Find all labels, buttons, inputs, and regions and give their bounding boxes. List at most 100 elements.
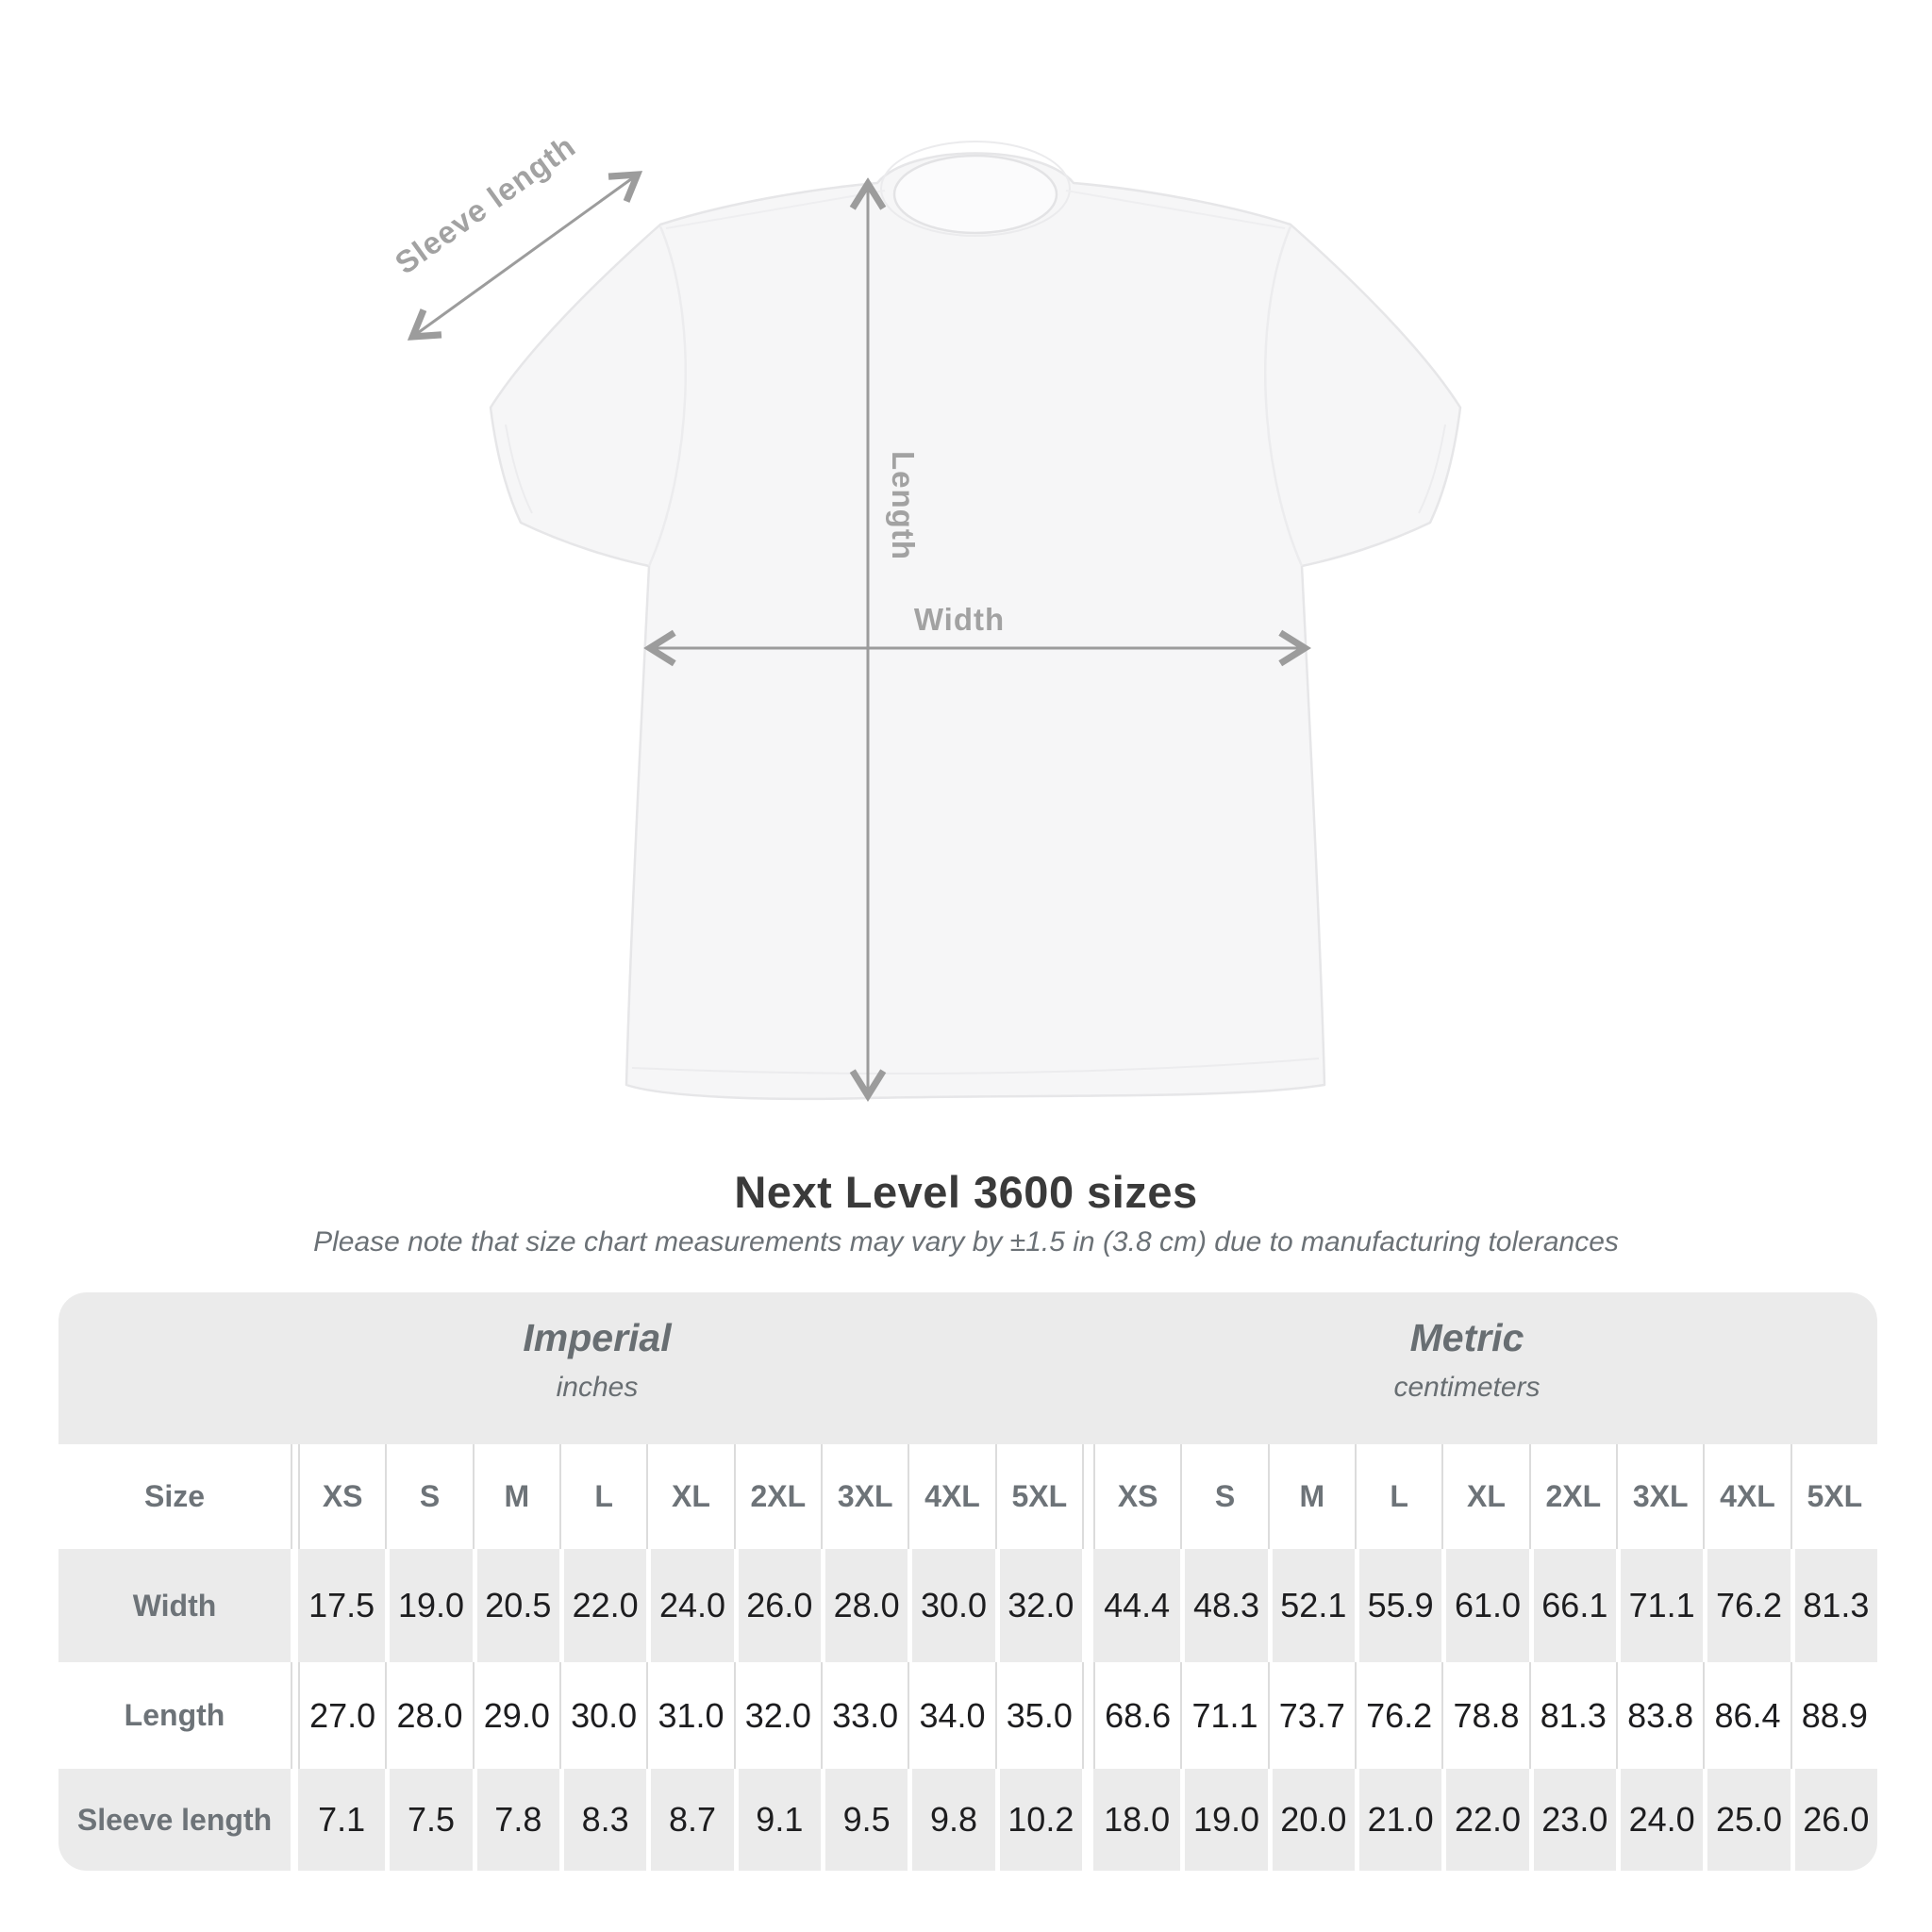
table-cell: 26.0 (733, 1549, 821, 1662)
column-header: 2XL (733, 1444, 821, 1549)
unit-group-metric: Metric centimeters (1393, 1315, 1540, 1404)
row-label-width: Width (58, 1549, 291, 1662)
table-cell: 68.6 (1093, 1662, 1180, 1769)
table-cell: 35.0 (994, 1662, 1082, 1769)
group-gap (291, 1662, 298, 1769)
table-cell: 86.4 (1703, 1662, 1790, 1769)
left-armhole-seam (647, 225, 688, 567)
table-cell: 23.0 (1528, 1769, 1616, 1871)
table-cell: 30.0 (559, 1662, 646, 1769)
column-header: XS (1093, 1444, 1180, 1549)
table-cell: 8.7 (646, 1769, 734, 1871)
table-cell: 20.5 (472, 1549, 559, 1662)
table-cell: 9.5 (821, 1769, 908, 1871)
row-sleeve: Sleeve length 7.1 7.5 7.8 8.3 8.7 9.1 9.5 9.8 10.… (58, 1769, 1877, 1871)
table-cell: 17.5 (298, 1549, 386, 1662)
table-cell: 9.8 (908, 1769, 995, 1871)
size-table: Imperial inches Metric centimeters Size X… (58, 1292, 1877, 1871)
column-header: M (1267, 1444, 1355, 1549)
table-cell: 25.0 (1703, 1769, 1790, 1871)
row-label-sleeve-length: Sleeve length (58, 1769, 291, 1871)
table-cell: 9.1 (733, 1769, 821, 1871)
table-cell: 71.1 (1616, 1549, 1704, 1662)
sleeve-length-label: Sleeve length (389, 128, 582, 281)
imperial-unit-label: inches (556, 1372, 639, 1403)
table-cell: 28.0 (385, 1662, 472, 1769)
right-shoulder-seam (1065, 190, 1286, 229)
table-cell: 18.0 (1093, 1769, 1181, 1871)
table-cell: 81.3 (1790, 1549, 1877, 1662)
unit-group-imperial: Imperial inches (523, 1315, 671, 1404)
row-header: Size XS S M L XL 2XL 3XL 4XL 5XL XS S M L XL 2XL 3XL 4XL 5… (58, 1444, 1877, 1549)
left-cuff-stitch (505, 424, 533, 514)
left-shoulder-seam (665, 190, 886, 229)
column-header: XL (1441, 1444, 1528, 1549)
table-cell: 71.1 (1180, 1662, 1267, 1769)
group-gap (1082, 1549, 1093, 1662)
column-header: XS (298, 1444, 385, 1549)
tshirt-graphic (489, 141, 1462, 1101)
table-cell: 32.0 (994, 1549, 1082, 1662)
column-header: 3XL (1616, 1444, 1703, 1549)
table-cell: 24.0 (1616, 1769, 1704, 1871)
table-cell: 7.8 (472, 1769, 559, 1871)
table-cell: 22.0 (559, 1549, 647, 1662)
group-gap (291, 1769, 298, 1871)
group-gap (1082, 1769, 1093, 1871)
table-cell: 83.8 (1616, 1662, 1703, 1769)
table-cell: 7.1 (298, 1769, 386, 1871)
imperial-label: Imperial (523, 1316, 672, 1359)
group-gap (291, 1549, 298, 1662)
table-cell: 81.3 (1528, 1662, 1616, 1769)
tolerance-note: Please note that size chart measurements… (313, 1226, 1619, 1257)
table-cell: 10.2 (994, 1769, 1082, 1871)
column-header: M (472, 1444, 559, 1549)
table-cell: 52.1 (1267, 1549, 1355, 1662)
tshirt-body (489, 152, 1462, 1101)
table-cell: 24.0 (646, 1549, 734, 1662)
table-cell: 73.7 (1267, 1662, 1355, 1769)
table-cell: 7.5 (385, 1769, 473, 1871)
column-header: L (1355, 1444, 1441, 1549)
table-cell: 33.0 (821, 1662, 908, 1769)
column-header: 4XL (908, 1444, 994, 1549)
sleeve-length-arrow (415, 176, 635, 335)
row-width: Width 17.5 19.0 20.5 22.0 24.0 26.0 28.0 30.0 32.… (58, 1549, 1877, 1662)
table-cell: 44.4 (1093, 1549, 1181, 1662)
table-cell: 48.3 (1180, 1549, 1268, 1662)
table-cell: 34.0 (908, 1662, 994, 1769)
column-header: S (385, 1444, 472, 1549)
tshirt-diagram: Sleeve length Length Width (389, 128, 1462, 1179)
table-cell: 29.0 (472, 1662, 559, 1769)
group-gap (1082, 1444, 1093, 1549)
table-cell: 78.8 (1441, 1662, 1528, 1769)
table-cell: 19.0 (385, 1549, 473, 1662)
row-length: Length 27.0 28.0 29.0 30.0 31.0 32.0 33.0 34.0 35… (58, 1662, 1877, 1769)
collar-opening (892, 154, 1058, 235)
column-header: L (559, 1444, 646, 1549)
size-header-label: Size (143, 1479, 206, 1513)
column-header: 2XL (1528, 1444, 1616, 1549)
column-header: 3XL (821, 1444, 908, 1549)
table-cell: 76.2 (1355, 1662, 1441, 1769)
metric-unit-label: centimeters (1393, 1372, 1541, 1403)
hem-stitch (631, 1058, 1320, 1074)
table-cell: 28.0 (821, 1549, 908, 1662)
right-cuff-stitch (1418, 424, 1446, 514)
page-title: Next Level 3600 sizes (734, 1167, 1198, 1217)
column-header: 4XL (1703, 1444, 1790, 1549)
right-armhole-seam (1263, 225, 1304, 567)
table-cell: 61.0 (1441, 1549, 1529, 1662)
group-gap (1082, 1662, 1093, 1769)
group-gap (291, 1444, 298, 1549)
table-cell: 76.2 (1703, 1549, 1790, 1662)
table-cell: 32.0 (733, 1662, 821, 1769)
table-cell: 66.1 (1528, 1549, 1616, 1662)
unit-group-header: Imperial inches Metric centimeters (58, 1292, 1877, 1444)
table-cell: 20.0 (1267, 1769, 1355, 1871)
table-cell: 21.0 (1355, 1769, 1442, 1871)
length-label: Length (886, 451, 921, 560)
table-cell: 31.0 (646, 1662, 733, 1769)
table-cell: 22.0 (1441, 1769, 1529, 1871)
